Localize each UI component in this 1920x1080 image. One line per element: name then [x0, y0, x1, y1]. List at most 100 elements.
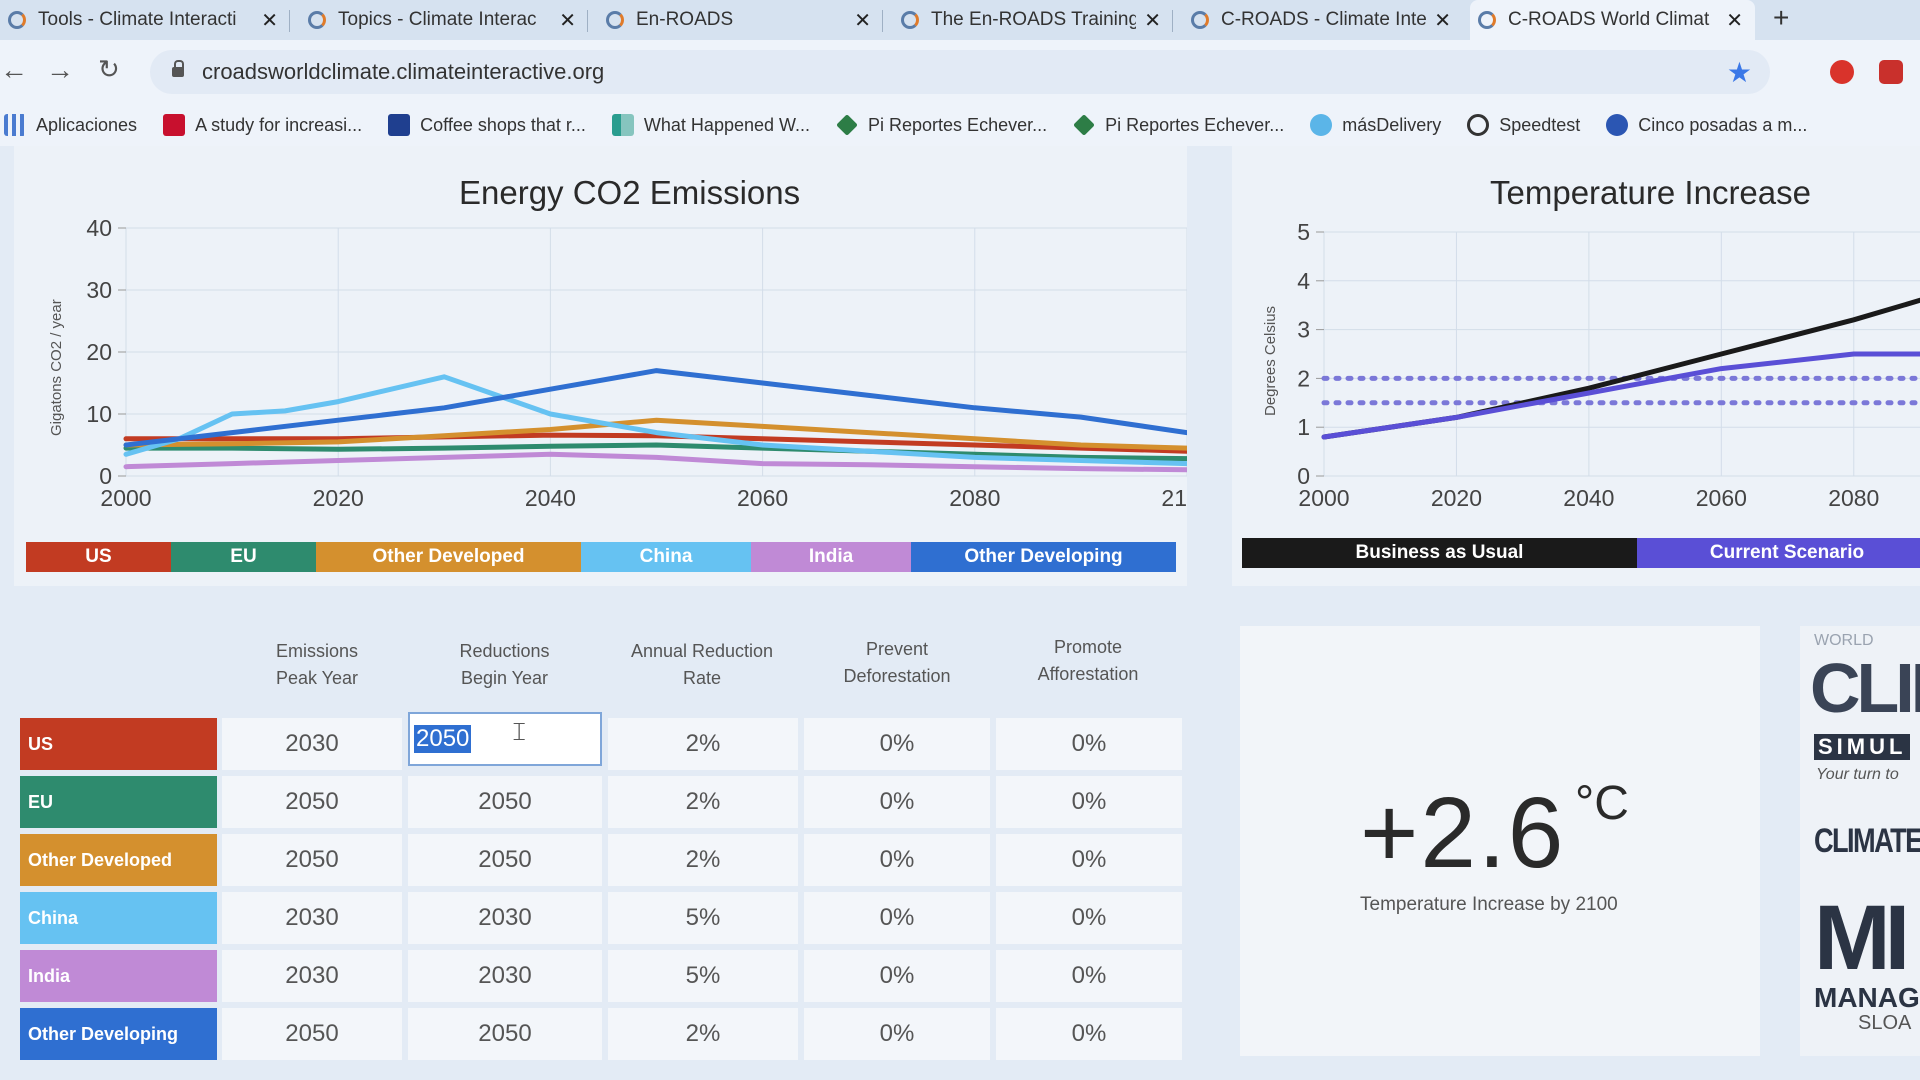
forward-arrow-icon[interactable]: →: [46, 54, 74, 85]
tab-tools[interactable]: Tools - Climate Interacti ✕: [0, 0, 290, 40]
cell-eu-deforestation[interactable]: 0%: [804, 776, 990, 828]
bookmark-coffee-shops[interactable]: Coffee shops that r...: [388, 114, 586, 136]
cell-china-peak-year[interactable]: 2030: [222, 892, 402, 944]
bookmark-apps[interactable]: Aplicaciones: [4, 114, 137, 136]
x-tick-label: 2000: [100, 485, 151, 511]
legend-other-developing: Other Developing: [911, 542, 1176, 572]
bookmark-pi-reportes-1[interactable]: Pi Reportes Echever...: [836, 114, 1047, 136]
temperature-result-label: Temperature Increase by 2100: [1360, 894, 1618, 915]
bookmark-cinco-posadas[interactable]: Cinco posadas a m...: [1606, 114, 1807, 136]
cell-other-developing-begin-year[interactable]: 2050: [408, 1008, 602, 1060]
emissions-chart-panel: Energy CO2 Emissions Gigatons CO2 / year…: [14, 146, 1187, 586]
tab-label: C-ROADS World Climat: [1508, 9, 1710, 30]
chart-icon: [611, 114, 634, 136]
bookmark-speedtest[interactable]: Speedtest: [1467, 114, 1580, 136]
cell-eu-begin-year[interactable]: 2050: [408, 776, 602, 828]
c-roads-app: Energy CO2 Emissions Gigatons CO2 / year…: [0, 146, 1920, 1080]
bookmark-study[interactable]: A study for increasi...: [163, 114, 362, 136]
cell-other-developing-reduction-rate[interactable]: 2%: [608, 1008, 798, 1060]
back-arrow-icon[interactable]: ←: [0, 54, 28, 85]
cell-us-reduction-rate[interactable]: 2%: [608, 718, 798, 770]
series-line-other-developing: [123, 368, 1187, 448]
world-climate-logo[interactable]: WORLD CLIM SIMUL Your turn to: [1800, 626, 1920, 791]
x-tick-label: 2020: [1431, 485, 1482, 511]
cell-other-developing-afforestation[interactable]: 0%: [996, 1008, 1182, 1060]
tab-topics[interactable]: Topics - Climate Interac ✕: [300, 0, 588, 40]
x-tick-label: 2040: [1563, 485, 1614, 511]
header-line: Peak Year: [275, 668, 359, 688]
header-line: Emissions: [275, 641, 359, 661]
bookmark-pi-reportes-2[interactable]: Pi Reportes Echever...: [1073, 114, 1284, 136]
cell-other-developing-deforestation[interactable]: 0%: [804, 1008, 990, 1060]
cell-eu-peak-year[interactable]: 2050: [222, 776, 402, 828]
cell-other-developed-deforestation[interactable]: 0%: [804, 834, 990, 886]
close-tab-icon[interactable]: ✕: [1726, 9, 1743, 32]
close-tab-icon[interactable]: ✕: [559, 9, 576, 32]
bookmark-masdelivery[interactable]: másDelivery: [1310, 114, 1441, 136]
cell-eu-reduction-rate[interactable]: 2%: [608, 776, 798, 828]
x-tick-label: 2080: [1828, 485, 1879, 511]
url-text[interactable]: croadsworldclimate.climateinteractive.or…: [202, 59, 605, 84]
header-line: Reductions: [459, 641, 550, 661]
cell-china-begin-year[interactable]: 2030: [408, 892, 602, 944]
bookmark-label: Coffee shops that r...: [420, 114, 586, 135]
text-cursor-icon: 𝙸: [510, 716, 529, 746]
row-label-china: China: [20, 892, 217, 944]
emissions-chart-title: Energy CO2 Emissions: [459, 174, 801, 211]
apps-grid-icon: [4, 114, 26, 136]
cell-india-peak-year[interactable]: 2030: [222, 950, 402, 1002]
tab-en-roads[interactable]: En-ROADS ✕: [598, 0, 883, 40]
close-tab-icon[interactable]: ✕: [1434, 9, 1451, 32]
close-tab-icon[interactable]: ✕: [261, 9, 278, 32]
cell-us-begin-year-input[interactable]: 2050: [408, 712, 602, 766]
cell-china-reduction-rate[interactable]: 5%: [608, 892, 798, 944]
partner-logos: WORLD CLIM SIMUL Your turn to CLIMATE IN…: [1800, 626, 1920, 1056]
tab-c-roads-world-climate[interactable]: C-ROADS World Climat ✕: [1470, 0, 1755, 40]
address-row: ← → ↻ croadsworldclimate.climateinteract…: [0, 40, 1920, 104]
header-emissions-peak-year: Emissions Peak Year: [232, 638, 402, 692]
tab-c-roads[interactable]: C-ROADS - Climate Inte ✕: [1183, 0, 1463, 40]
opera-extension-icon[interactable]: [1830, 60, 1854, 84]
cell-india-begin-year[interactable]: 2030: [408, 950, 602, 1002]
x-tick-label: 2060: [1696, 485, 1747, 511]
y-tick-label: 30: [86, 277, 112, 303]
cell-india-deforestation[interactable]: 0%: [804, 950, 990, 1002]
row-label-us: US: [20, 718, 217, 770]
cell-china-deforestation[interactable]: 0%: [804, 892, 990, 944]
temperature-chart-panel: Temperature Increase Degrees Celsius 200…: [1232, 146, 1920, 586]
cell-other-developed-peak-year[interactable]: 2050: [222, 834, 402, 886]
cell-india-afforestation[interactable]: 0%: [996, 950, 1182, 1002]
header-reductions-begin-year: Reductions Begin Year: [417, 638, 592, 692]
header-line: Prevent: [865, 639, 929, 659]
cell-india-reduction-rate[interactable]: 5%: [608, 950, 798, 1002]
screencast-extension-icon[interactable]: [1879, 60, 1903, 84]
logo-text: MANAG: [1814, 982, 1920, 1013]
close-tab-icon[interactable]: ✕: [854, 9, 871, 32]
cell-china-afforestation[interactable]: 0%: [996, 892, 1182, 944]
cell-other-developing-peak-year[interactable]: 2050: [222, 1008, 402, 1060]
cell-other-developed-afforestation[interactable]: 0%: [996, 834, 1182, 886]
climate-interactive-favicon-icon: [8, 11, 26, 29]
y-tick-label: 20: [86, 339, 112, 365]
climate-interactive-favicon-icon: [1191, 11, 1209, 29]
selected-text: 2050: [414, 725, 472, 753]
bookmark-what-happened[interactable]: What Happened W...: [611, 114, 810, 136]
bookmarks-bar: Aplicaciones A study for increasi... Cof…: [0, 104, 1920, 147]
reload-icon[interactable]: ↻: [98, 54, 120, 84]
cell-us-afforestation[interactable]: 0%: [996, 718, 1182, 770]
bookmark-star-icon[interactable]: ★: [1726, 57, 1752, 88]
mit-sloan-logo[interactable]: MI MANAG SLOA: [1800, 886, 1920, 1046]
cell-other-developed-reduction-rate[interactable]: 2%: [608, 834, 798, 886]
address-bar[interactable]: croadsworldclimate.climateinteractive.or…: [150, 50, 1770, 94]
x-tick-label: 2100: [1161, 485, 1187, 511]
close-tab-icon[interactable]: ✕: [1144, 9, 1161, 32]
tab-en-roads-training[interactable]: The En-ROADS Training ✕: [893, 0, 1173, 40]
bookmark-label: másDelivery: [1342, 114, 1442, 135]
climate-interactive-logo[interactable]: CLIMATE IN: [1814, 822, 1920, 860]
cell-us-deforestation[interactable]: 0%: [804, 718, 990, 770]
cell-other-developed-begin-year[interactable]: 2050: [408, 834, 602, 886]
cell-us-peak-year[interactable]: 2030: [222, 718, 402, 770]
new-tab-button[interactable]: +: [1773, 2, 1790, 33]
row-label-eu: EU: [20, 776, 217, 828]
cell-eu-afforestation[interactable]: 0%: [996, 776, 1182, 828]
